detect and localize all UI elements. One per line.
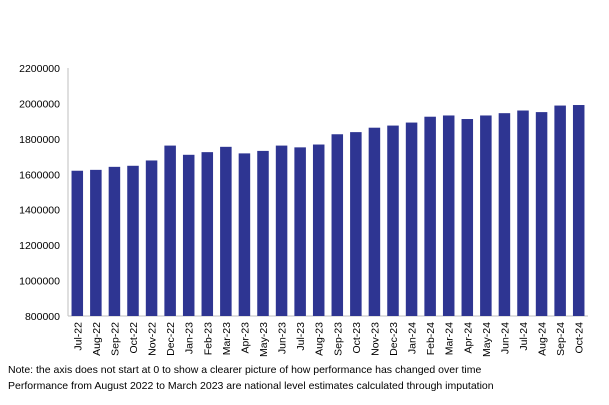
bar	[368, 127, 381, 316]
y-tick-label: 2200000	[19, 63, 60, 75]
bar	[424, 116, 436, 316]
x-tick-label: May-24	[481, 322, 493, 357]
bar	[182, 154, 195, 316]
x-tick-label: Jul-22	[72, 322, 84, 351]
bar	[220, 146, 232, 316]
x-tick-label: Feb-23	[202, 322, 214, 355]
bar	[350, 132, 362, 316]
y-axis: 800000 1000000 1200000 1400000 1600000 180000…	[19, 63, 588, 323]
x-tick-label: Jan-24	[407, 322, 419, 354]
bar	[405, 122, 418, 316]
x-tick-label: Mar-23	[221, 322, 233, 355]
bar	[257, 150, 269, 316]
bar	[480, 115, 492, 316]
x-tick-label: Aug-22	[91, 322, 103, 356]
x-tick-label: Sep-23	[332, 322, 344, 356]
bar	[201, 152, 214, 316]
bar	[554, 105, 566, 316]
x-tick-label: Feb-24	[425, 322, 437, 355]
bar	[164, 145, 176, 316]
bar	[461, 119, 474, 316]
bar	[294, 147, 306, 316]
bar	[145, 160, 158, 316]
bar	[387, 125, 399, 316]
bar	[498, 113, 511, 317]
x-tick-label: Jan-23	[184, 322, 196, 354]
x-axis-labels: Jul-22 Aug-22 Sep-22 Oct-22 Nov-22 Dec-22 Jan-…	[72, 322, 585, 357]
bar	[90, 169, 102, 316]
bar	[71, 170, 84, 316]
bar	[275, 145, 288, 316]
bar	[535, 112, 548, 316]
bars	[71, 105, 585, 317]
imputation-note: Performance from August 2022 to March 20…	[8, 380, 494, 392]
x-tick-label: Sep-22	[109, 322, 121, 356]
x-tick-label: Aug-23	[314, 322, 326, 356]
x-tick-label: Apr-24	[462, 322, 474, 354]
bar	[108, 166, 121, 316]
y-tick-label: 1200000	[19, 240, 60, 252]
x-tick-label: Jul-23	[295, 322, 307, 351]
bar	[331, 134, 344, 316]
x-tick-label: Oct-23	[351, 322, 363, 354]
x-tick-label: Oct-22	[128, 322, 140, 354]
x-tick-label: Dec-23	[388, 322, 400, 356]
x-tick-label: Nov-22	[147, 322, 159, 356]
x-tick-label: Jun-23	[277, 322, 289, 354]
x-tick-label: Nov-23	[369, 322, 381, 356]
bar	[127, 165, 139, 316]
x-tick-label: Apr-23	[239, 322, 251, 354]
x-tick-label: Dec-22	[165, 322, 177, 356]
bar	[572, 105, 585, 316]
y-tick-label: 800000	[25, 311, 60, 323]
bar	[442, 115, 455, 316]
bar	[517, 110, 529, 316]
x-tick-label: Sep-24	[555, 322, 567, 356]
x-tick-label: Oct-24	[574, 322, 586, 354]
y-tick-label: 1600000	[19, 169, 60, 181]
bar	[312, 144, 325, 316]
y-tick-label: 2000000	[19, 98, 60, 110]
bar	[238, 153, 251, 316]
y-tick-label: 1000000	[19, 276, 60, 288]
y-tick-label: 1800000	[19, 134, 60, 146]
x-tick-label: Aug-24	[537, 322, 549, 356]
x-tick-label: Jul-24	[518, 322, 530, 351]
axis-note: Note: the axis does not start at 0 to sh…	[8, 364, 482, 376]
x-tick-label: May-23	[258, 322, 270, 357]
y-tick-label: 1400000	[19, 205, 60, 217]
x-tick-label: Jun-24	[499, 322, 511, 354]
x-tick-label: Mar-24	[444, 322, 456, 355]
